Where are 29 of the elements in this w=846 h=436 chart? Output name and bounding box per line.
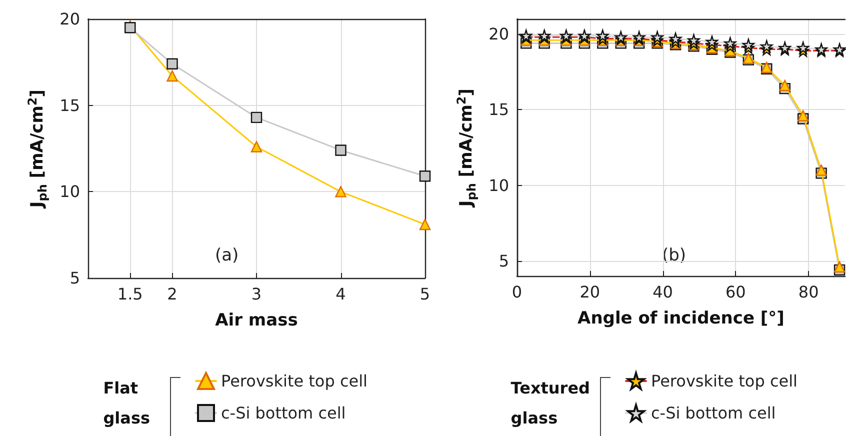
x-tick-label: 3 xyxy=(251,284,262,304)
legend-label: Perovskite top cell xyxy=(651,372,798,390)
y-tick-label: 10 xyxy=(488,176,509,195)
x-tick-label: 20 xyxy=(580,282,600,302)
x-tick-label: 2 xyxy=(167,284,178,304)
x-tick-label: 5 xyxy=(420,284,430,304)
x-tick-label: 80 xyxy=(798,282,819,302)
legend-title: Flat glass xyxy=(103,378,150,428)
x-tick-label: 1.5 xyxy=(117,284,143,304)
annotation: (a) xyxy=(215,246,239,266)
x-tick-label: 0 xyxy=(512,282,522,302)
legend-label: Perovskite top cell xyxy=(221,372,368,390)
y-tick-label: 20 xyxy=(60,10,80,28)
y-axis-title: Jph [mA/cm2] xyxy=(454,88,479,208)
x-axis-title: Air mass xyxy=(215,310,298,330)
y-tick-label: 5 xyxy=(498,251,509,270)
y-tick-label: 15 xyxy=(488,100,509,120)
y-tick-label: 5 xyxy=(70,268,80,288)
x-tick-label: 60 xyxy=(725,282,746,302)
legend-title: Textured glass xyxy=(510,378,590,428)
x-tick-label: 40 xyxy=(652,282,673,302)
legend-label: c-Si bottom cell xyxy=(221,404,346,422)
y-tick-label: 10 xyxy=(60,182,80,202)
x-axis-title: Angle of incidence [°] xyxy=(578,308,784,328)
y-axis-title: Jph [mA/cm2] xyxy=(26,89,50,209)
y-tick-label: 20 xyxy=(488,24,509,44)
legend-label: c-Si bottom cell xyxy=(651,404,776,422)
x-tick-label: 4 xyxy=(336,284,346,304)
y-tick-label: 15 xyxy=(60,96,80,115)
